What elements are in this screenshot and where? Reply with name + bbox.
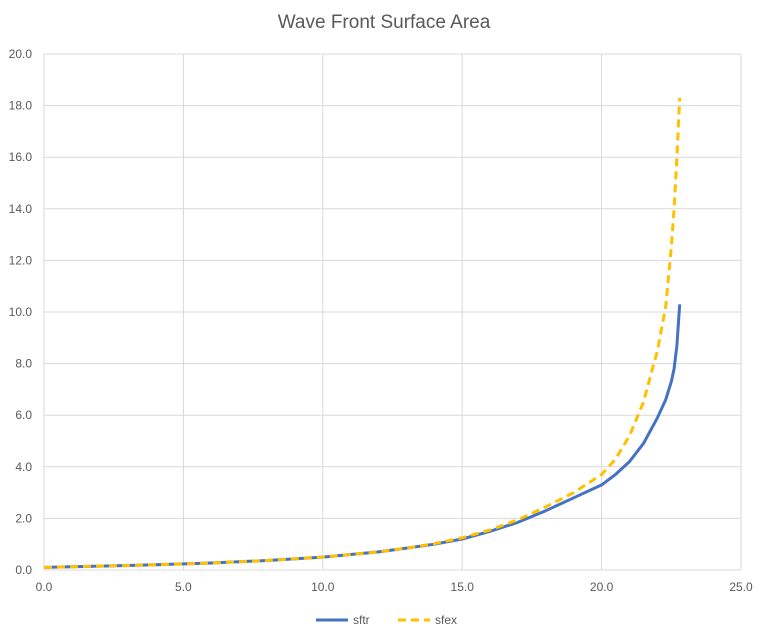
- x-tick-label: 0.0: [36, 580, 53, 594]
- series-line-sftr: [43, 304, 682, 569]
- axis-layer: 0.0 2.0 4.0 6.0 8.0 10.0 12.0 14.0 16.0 18.0 20.0 0…: [9, 47, 753, 594]
- y-tick-label: 4.0: [15, 460, 32, 474]
- x-tick-label: 20.0: [590, 580, 614, 594]
- y-tick-label: 6.0: [15, 408, 32, 422]
- y-tick-label: 10.0: [9, 305, 33, 319]
- y-tick-label: 20.0: [9, 47, 33, 61]
- y-tick-label: 2.0: [15, 511, 32, 525]
- y-tick-label: 8.0: [15, 357, 32, 371]
- chart-title: Wave Front Surface Area: [278, 12, 491, 33]
- series-line-sfex: [43, 97, 682, 569]
- legend-label-sfex: sfex: [435, 613, 457, 627]
- x-tick-label: 5.0: [175, 580, 192, 594]
- series-layer: [43, 97, 682, 569]
- x-tick-label: 25.0: [729, 580, 753, 594]
- y-tick-label: 0.0: [15, 563, 32, 577]
- y-tick-label: 12.0: [9, 253, 33, 267]
- x-tick-label: 10.0: [311, 580, 335, 594]
- legend: sftr sfex: [316, 613, 457, 627]
- y-tick-label: 16.0: [9, 150, 33, 164]
- x-tick-label: 15.0: [451, 580, 475, 594]
- legend-label-sftr: sftr: [353, 613, 370, 627]
- grid-layer: [43, 53, 742, 571]
- y-tick-label: 14.0: [9, 202, 33, 216]
- y-tick-label: 18.0: [9, 99, 33, 113]
